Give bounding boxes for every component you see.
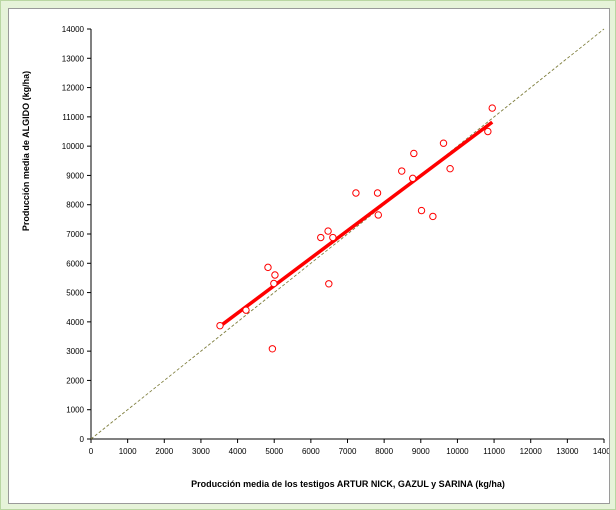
data-point — [242, 306, 250, 314]
data-point — [317, 233, 325, 242]
data-point — [216, 321, 224, 330]
y-tick-label: 14000 — [62, 25, 85, 34]
x-tick-label: 13000 — [556, 447, 579, 456]
y-tick-label: 13000 — [62, 54, 85, 63]
data-point — [488, 104, 496, 112]
y-tick-label: 2000 — [66, 376, 84, 385]
y-tick-label: 3000 — [66, 347, 84, 356]
y-tick-label: 0 — [80, 435, 85, 444]
data-point — [324, 227, 332, 235]
y-tick-label: 7000 — [66, 230, 84, 239]
x-tick-label: 3000 — [192, 447, 210, 456]
data-point — [271, 271, 279, 279]
data-point — [352, 189, 360, 197]
regression-line — [218, 120, 494, 329]
data-point — [484, 127, 492, 136]
x-tick-label: 2000 — [155, 447, 173, 456]
x-tick-label: 9000 — [412, 447, 430, 456]
data-point — [429, 212, 437, 221]
y-tick-label: 12000 — [62, 84, 85, 93]
x-tick-label: 7000 — [339, 447, 357, 456]
data-point — [409, 174, 417, 183]
x-tick-label: 0 — [89, 447, 94, 456]
chart-panel: Producción media de ALGIDO (kg/ha) Produ… — [8, 8, 616, 504]
y-tick-label: 6000 — [66, 259, 84, 268]
plot-area: 0 1000 2000 3000 4000 5000 6000 7000 8000 9000 100… — [62, 25, 616, 456]
data-point — [264, 263, 272, 272]
data-point — [374, 211, 382, 219]
y-tick-label: 10000 — [62, 142, 85, 151]
x-tick-label: 12000 — [520, 447, 543, 456]
y-tick-label: 9000 — [66, 171, 84, 180]
y-tick-label: 5000 — [66, 289, 84, 298]
data-point — [439, 139, 448, 147]
x-tick-label: 4000 — [229, 447, 247, 456]
data-point — [325, 280, 333, 288]
data-point — [268, 345, 277, 353]
x-axis-label: Producción media de los testigos ARTUR N… — [191, 479, 505, 489]
data-point — [398, 167, 406, 175]
x-tick-label: 1000 — [119, 447, 137, 456]
y-tick-label: 11000 — [62, 113, 84, 122]
data-point — [373, 189, 382, 197]
x-tick-label: 8000 — [375, 447, 393, 456]
y-axis-label: Producción media de ALGIDO (kg/ha) — [21, 71, 31, 231]
y-tick-label: 8000 — [66, 201, 84, 210]
data-point — [329, 233, 337, 242]
x-tick-label: 10000 — [446, 447, 469, 456]
data-point — [417, 206, 426, 215]
data-point — [446, 164, 454, 173]
x-tick-label: 14000 — [593, 447, 609, 456]
x-tick-label: 6000 — [302, 447, 320, 456]
data-point — [270, 279, 278, 288]
y-tick-label: 4000 — [66, 318, 84, 327]
y-tick-label: 1000 — [66, 406, 84, 415]
x-tick-label: 5000 — [265, 447, 283, 456]
scatter-chart: Producción media de ALGIDO (kg/ha) Produ… — [21, 25, 616, 489]
data-point — [410, 149, 418, 158]
reference-line-1to1 — [90, 28, 605, 440]
x-tick-label: 11000 — [483, 447, 505, 456]
